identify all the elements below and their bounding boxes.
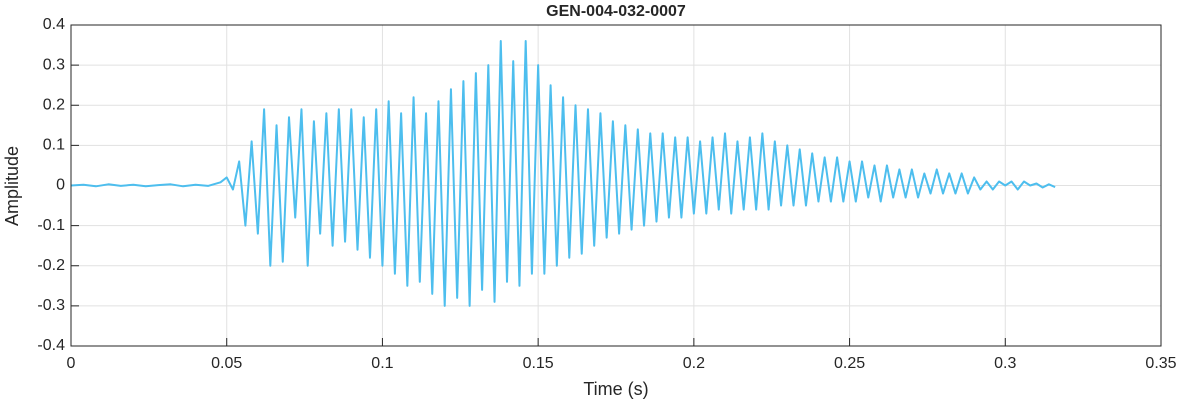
x-tick-label: 0.1 [371, 355, 393, 372]
y-axis-label: Amplitude [2, 146, 22, 226]
y-tick-label: -0.4 [37, 337, 65, 354]
x-axis-label: Time (s) [583, 379, 648, 399]
y-tick-label: 0 [56, 177, 65, 194]
y-tick-label: 0.4 [43, 16, 65, 33]
x-tick-label: 0 [67, 355, 76, 372]
x-tick-label: 0.25 [834, 355, 865, 372]
y-tick-label: 0.1 [43, 137, 65, 154]
x-tick-label: 0.35 [1145, 355, 1176, 372]
x-tick-label: 0.3 [994, 355, 1016, 372]
y-tick-label: 0.3 [43, 56, 65, 73]
y-tick-label: -0.3 [37, 297, 65, 314]
y-tick-label: -0.2 [37, 257, 65, 274]
x-tick-label: 0.05 [211, 355, 242, 372]
waveform-line [70, 40, 1056, 307]
x-tick-label: 0.15 [523, 355, 554, 372]
y-tick-label: -0.1 [37, 217, 65, 234]
y-tick-label: 0.2 [43, 96, 65, 113]
axes-box [70, 24, 1162, 347]
x-tick-label: 0.2 [683, 355, 705, 372]
chart-title: GEN-004-032-0007 [546, 3, 686, 20]
